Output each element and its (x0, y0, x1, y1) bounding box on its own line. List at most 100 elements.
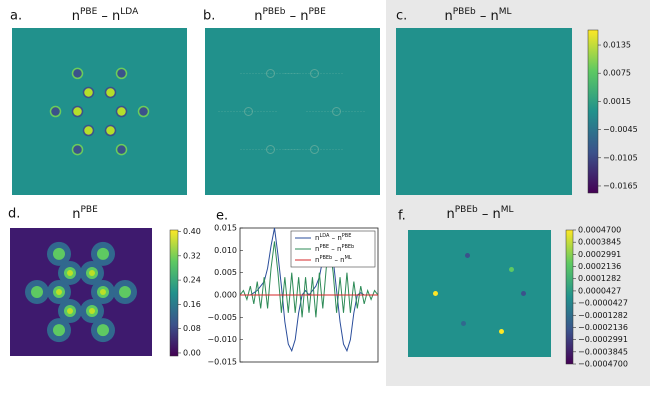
colorbar-tick-label: −0.0000427 (578, 299, 628, 308)
density-feature (97, 324, 109, 337)
panel-label: a. (10, 9, 22, 24)
colorbar-tick-label: −0.0003845 (578, 347, 628, 356)
panel-title: nPBEb – nML (446, 205, 513, 222)
superscript: PBEb (453, 7, 476, 17)
density-feature (104, 124, 117, 137)
text-part: – n (329, 234, 341, 242)
superscript: LDA (319, 233, 330, 239)
colorbar-tick-label: −0.0165 (603, 181, 638, 190)
text-part: – n (478, 207, 501, 222)
superscript: PBEb (319, 255, 332, 261)
text-part: – n (476, 9, 499, 24)
text-part: – n (97, 9, 120, 24)
panel-label: c. (396, 9, 407, 24)
density-feature (465, 253, 470, 258)
text-part: n (72, 9, 80, 24)
panel-label: b. (203, 9, 215, 24)
density-feature (104, 86, 117, 99)
superscript: PBE (308, 7, 326, 17)
colorbar-tick-label: −0.0002991 (578, 335, 628, 344)
density-feature (461, 321, 466, 326)
text-part: n (315, 234, 319, 242)
colorbar-tick-label: 0.00 (183, 348, 201, 357)
density-feature (67, 308, 73, 315)
superscript: ML (499, 7, 512, 17)
panel-label: f. (398, 209, 406, 224)
colorbar-tick-label: 0.0002136 (578, 262, 621, 271)
superscript: PBEb (455, 205, 478, 215)
text-part: n (446, 207, 454, 222)
density-feature (115, 67, 128, 80)
text-part: – n (329, 245, 341, 253)
heatmap (12, 28, 187, 195)
colorbar-tick-label: 0.08 (183, 324, 201, 333)
superscript: PBE (342, 233, 352, 239)
superscript: ML (501, 205, 514, 215)
density-feature (53, 324, 65, 337)
density-feature (82, 86, 95, 99)
colorbar-tick-label: 0.40 (183, 227, 201, 236)
y-tick-label: 0.015 (214, 224, 237, 233)
y-tick-label: 0.005 (214, 268, 237, 277)
colorbar-tick-label: 0.0001282 (578, 274, 621, 283)
density-feature (89, 269, 95, 276)
y-tick-label: −0.010 (207, 335, 237, 344)
colorbar (565, 229, 574, 365)
text-part: n (315, 245, 319, 253)
density-feature (100, 289, 106, 295)
heatmap (408, 230, 551, 357)
y-tick-label: 0.000 (214, 291, 237, 300)
colorbar-tick-label: 0.0000427 (578, 286, 621, 295)
text-part: n (72, 207, 80, 222)
density-feature (119, 286, 131, 298)
density-feature (137, 105, 150, 118)
legend-label: nLDA – nPBE (315, 233, 351, 243)
text-part: n (444, 9, 452, 24)
density-feature (433, 291, 438, 296)
colorbar-tick-label: 0.0135 (603, 41, 631, 50)
colorbar-tick-label: −0.0002136 (578, 323, 628, 332)
text-part: n (254, 9, 262, 24)
panel-title: nPBE – nLDA (72, 7, 139, 24)
density-feature (82, 124, 95, 137)
density-feature (115, 105, 128, 118)
y-tick-label: −0.015 (207, 358, 237, 367)
colorbar-tick-label: 0.0003845 (578, 238, 621, 247)
superscript: PBE (80, 7, 98, 17)
colorbar-tick-label: −0.0045 (603, 125, 638, 134)
colorbar-tick-label: 0.0002991 (578, 250, 621, 259)
density-feature (499, 329, 504, 334)
superscript: ML (345, 255, 352, 261)
panel-label: d. (8, 207, 20, 222)
colorbar-tick-label: −0.0001282 (578, 311, 628, 320)
density-feature (71, 105, 84, 118)
colorbar (169, 229, 179, 357)
superscript: PBE (319, 244, 329, 250)
density-feature (71, 67, 84, 80)
colorbar-tick-label: 0.0004700 (578, 226, 621, 235)
superscript: PBE (80, 205, 98, 215)
panel-title: nPBE (72, 205, 98, 222)
colorbar-tick-label: 0.24 (183, 276, 201, 285)
legend-label: nPBEb – nML (315, 255, 352, 265)
line (239, 241, 379, 318)
superscript: PBEb (262, 7, 285, 17)
text-part: – n (332, 256, 344, 264)
superscript: PBEb (341, 244, 354, 250)
text-part: n (315, 256, 319, 264)
density-feature (67, 269, 73, 276)
density-feature (49, 105, 62, 118)
density-feature (56, 289, 62, 295)
y-tick-label: −0.005 (207, 313, 237, 322)
colorbar (587, 29, 599, 194)
superscript: LDA (120, 7, 139, 17)
panel-label: e. (216, 209, 228, 224)
density-feature (521, 291, 526, 296)
colorbar-tick-label: −0.0004700 (578, 360, 628, 369)
density-feature (31, 286, 43, 298)
density-feature (115, 143, 128, 156)
density-feature (509, 267, 514, 272)
y-tick-label: 0.010 (214, 246, 237, 255)
density-feature (53, 247, 65, 260)
